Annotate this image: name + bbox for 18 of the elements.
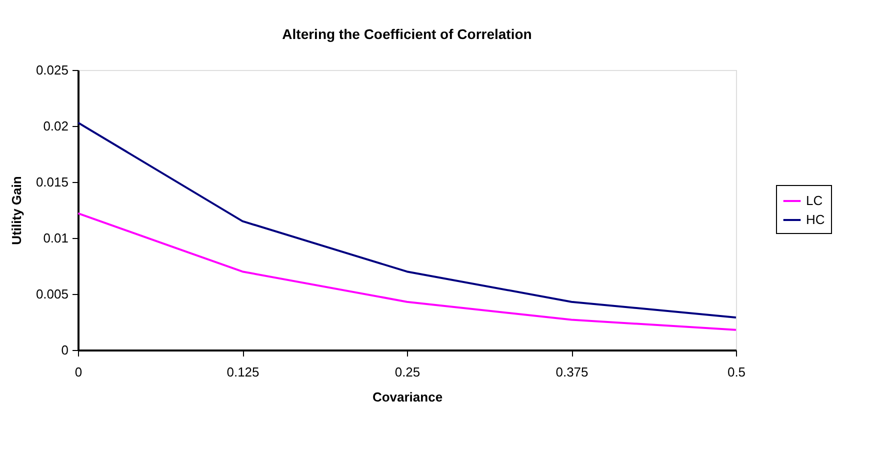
y-tick-label: 0.025 xyxy=(36,62,68,78)
line-series xyxy=(78,212,736,331)
y-tick-label: 0.02 xyxy=(43,118,68,134)
x-tick-label: 0.5 xyxy=(727,364,746,380)
x-tick-label: 0.25 xyxy=(394,364,420,380)
chart-title: Altering the Coefficient of Correlation xyxy=(282,26,532,42)
x-tick-label: 0.125 xyxy=(226,364,260,380)
y-tick-label: 0.015 xyxy=(36,174,68,190)
y-tick-label: 0.005 xyxy=(36,286,68,302)
y-tick-label: 0 xyxy=(61,342,68,358)
y-tick-label: 0.01 xyxy=(43,230,68,246)
legend-label: HC xyxy=(806,212,825,227)
x-tick-label: 0.375 xyxy=(556,364,588,380)
x-axis-title: Covariance xyxy=(372,390,443,404)
x-tick-label: 0 xyxy=(74,364,82,380)
legend-label: LC xyxy=(806,193,823,208)
line-series xyxy=(78,122,736,319)
y-axis-title: Utility Gain xyxy=(8,176,24,245)
